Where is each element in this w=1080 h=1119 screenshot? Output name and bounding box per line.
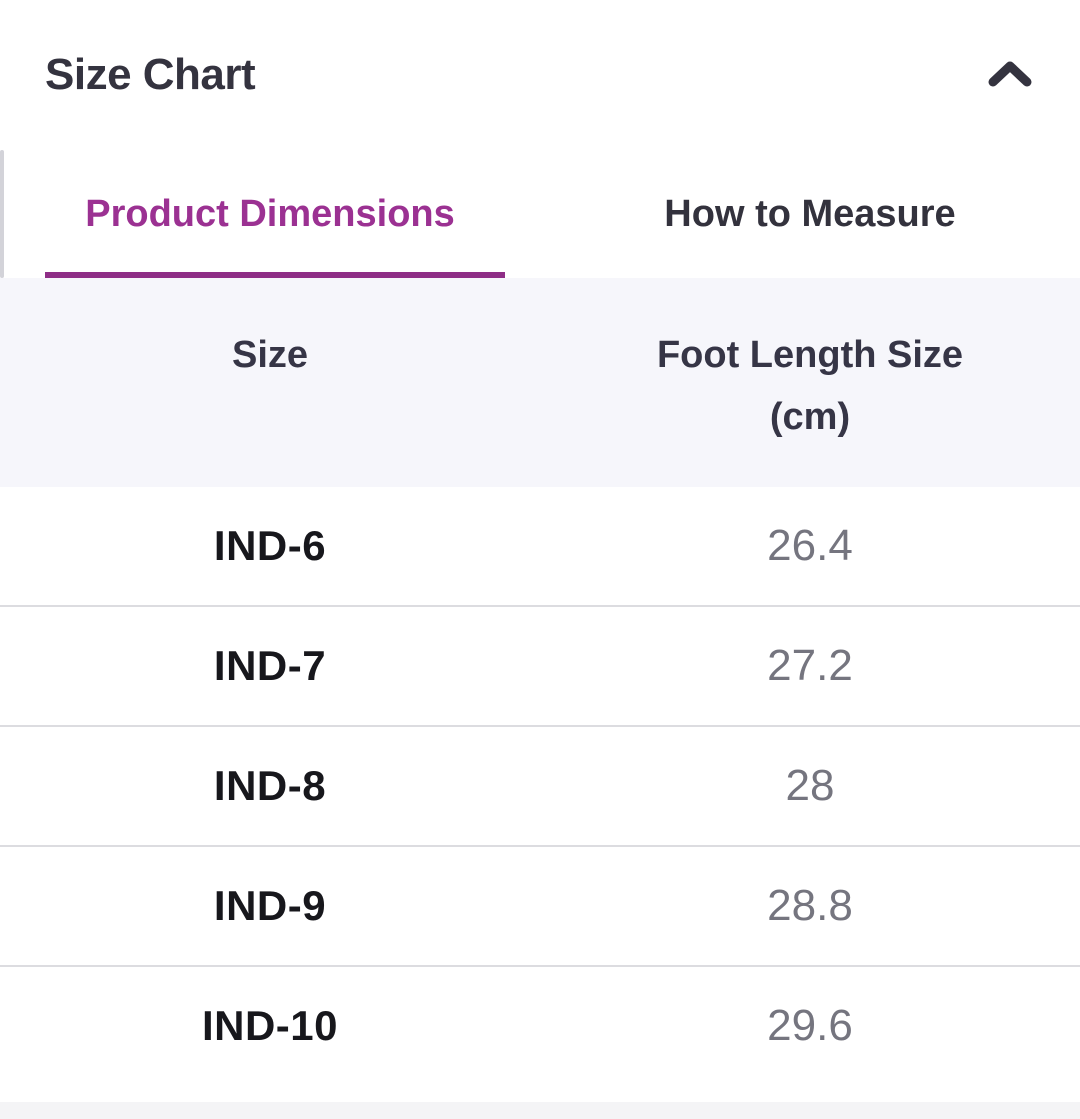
size-cell: IND-9 <box>213 882 327 929</box>
size-cell: IND-10 <box>201 1002 339 1049</box>
size-cell: IND-8 <box>213 762 327 809</box>
chevron-up-icon <box>986 59 1034 92</box>
size-table-header: Size Foot Length Size (cm) <box>0 278 1080 487</box>
table-row: IND-10 29.6 <box>0 965 1080 1085</box>
table-row: IND-7 27.2 <box>0 605 1080 725</box>
tab-how-to-measure[interactable]: How to Measure <box>540 150 1080 278</box>
size-cell: IND-6 <box>213 522 327 569</box>
tab-product-dimensions[interactable]: Product Dimensions <box>0 150 540 278</box>
table-row: IND-9 28.8 <box>0 845 1080 965</box>
section-gap <box>0 1102 1080 1119</box>
table-row: IND-8 28 <box>0 725 1080 845</box>
value-cell: 28.8 <box>767 881 853 930</box>
column-header-size: Size <box>231 334 309 376</box>
active-tab-indicator <box>45 272 505 278</box>
size-cell: IND-7 <box>213 642 327 689</box>
tab-label: How to Measure <box>664 192 956 235</box>
collapse-button[interactable] <box>986 59 1034 92</box>
section-title: Size Chart <box>45 50 256 99</box>
left-edge-divider <box>0 150 4 278</box>
column-header-foot-length: Foot Length Size (cm) <box>656 334 964 438</box>
value-cell: 29.6 <box>767 1001 853 1050</box>
size-chart-tabs: Product Dimensions How to Measure <box>0 150 1080 278</box>
value-cell: 27.2 <box>767 641 853 690</box>
table-row: IND-6 26.4 <box>0 487 1080 605</box>
value-cell: 26.4 <box>767 521 853 570</box>
value-cell: 28 <box>785 761 835 810</box>
size-chart-header[interactable]: Size Chart <box>0 0 1080 150</box>
tab-label: Product Dimensions <box>85 192 455 235</box>
